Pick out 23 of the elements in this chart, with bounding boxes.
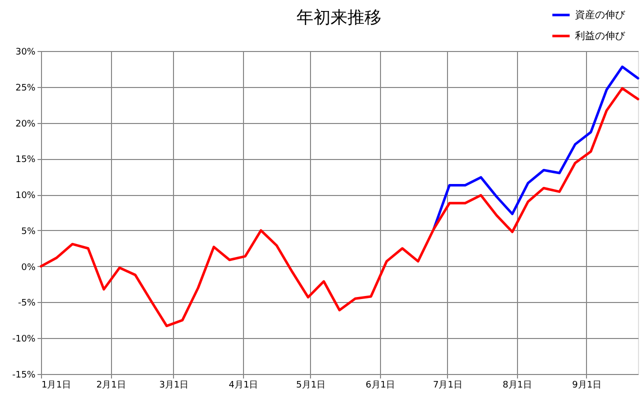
x-tick-label: 6月1日 [366,380,396,390]
y-tick-label: 15% [15,155,36,166]
x-tick-label: 7月1日 [433,380,462,390]
line-series [432,66,640,230]
y-tick-label: 20% [15,119,36,130]
y-tick-label: -10% [12,334,36,345]
x-tick-label: 8月1日 [502,380,532,390]
y-tick-label: 0% [21,262,36,273]
y-tick-label: 30% [15,48,36,58]
x-tick-label: 3月1日 [159,380,189,390]
legend-label: 資産の伸び [575,9,626,21]
y-tick-label: -15% [12,370,36,380]
y-tick-label: 25% [15,83,36,94]
x-tick-label: 5月1日 [296,380,326,390]
y-tick-label: -5% [18,298,36,309]
legend-label: 利益の伸び [575,30,626,42]
x-tick-label: 2月1日 [96,380,126,390]
x-tick-label: 4月1日 [228,380,258,390]
y-tick-label: 5% [21,226,36,237]
x-tick-label: 9月1日 [572,380,602,390]
chart-title: 年初来推移 [296,8,382,28]
y-tick-label: 10% [15,191,36,202]
x-tick-label: 1月1日 [42,380,71,390]
